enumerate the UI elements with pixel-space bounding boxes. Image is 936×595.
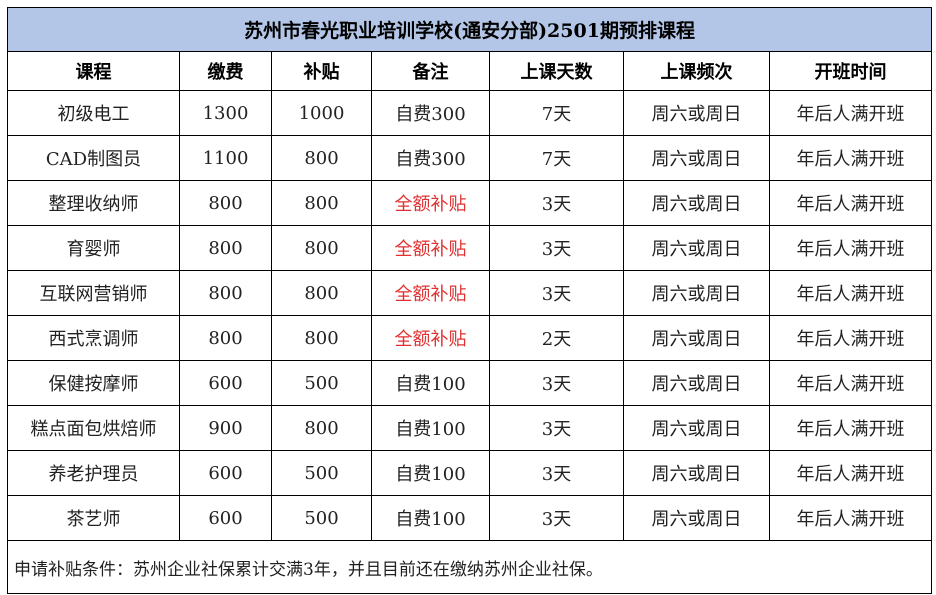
- cell-days: 3天: [489, 405, 624, 451]
- cell-course: 茶艺师: [7, 495, 180, 541]
- cell-start-time: 年后人满开班: [768, 450, 933, 496]
- cell-fee: 900: [179, 405, 272, 451]
- table-row: 糕点面包烘焙师 900 800 自费100 3天 周六或周日 年后人满开班: [7, 405, 933, 451]
- cell-note: 自费100: [371, 405, 490, 451]
- cell-note: 全额补贴: [371, 225, 490, 271]
- cell-fee: 800: [179, 225, 272, 271]
- header-frequency: 上课频次: [623, 51, 770, 91]
- header-fee: 缴费: [179, 51, 272, 91]
- cell-course: 整理收纳师: [7, 180, 180, 226]
- cell-fee: 1300: [179, 90, 272, 136]
- cell-subsidy: 1000: [271, 90, 372, 136]
- cell-start-time: 年后人满开班: [768, 405, 933, 451]
- cell-days: 3天: [489, 225, 624, 271]
- cell-frequency: 周六或周日: [623, 270, 770, 316]
- subsidy-condition-note: 申请补贴条件：苏州企业社保累计交满3年，并且目前还在缴纳苏州企业社保。: [6, 540, 933, 594]
- table-row: 西式烹调师 800 800 全额补贴 2天 周六或周日 年后人满开班: [7, 315, 933, 361]
- cell-days: 3天: [489, 180, 624, 226]
- table-row: 养老护理员 600 500 自费100 3天 周六或周日 年后人满开班: [7, 450, 933, 496]
- cell-subsidy: 500: [271, 495, 372, 541]
- cell-note: 自费300: [371, 90, 490, 136]
- cell-start-time: 年后人满开班: [768, 225, 933, 271]
- course-schedule-sheet: 苏州市春光职业培训学校(通安分部)2501期预排课程 课程 缴费 补贴 备注 上…: [6, 7, 933, 594]
- cell-frequency: 周六或周日: [623, 495, 770, 541]
- cell-fee: 800: [179, 180, 272, 226]
- cell-note: 全额补贴: [371, 270, 490, 316]
- table-row: CAD制图员 1100 800 自费300 7天 周六或周日 年后人满开班: [7, 135, 933, 181]
- cell-start-time: 年后人满开班: [768, 315, 933, 361]
- cell-frequency: 周六或周日: [623, 405, 770, 451]
- cell-subsidy: 800: [271, 135, 372, 181]
- table-row: 育婴师 800 800 全额补贴 3天 周六或周日 年后人满开班: [7, 225, 933, 271]
- cell-subsidy: 800: [271, 315, 372, 361]
- cell-frequency: 周六或周日: [623, 360, 770, 406]
- cell-note: 自费100: [371, 495, 490, 541]
- cell-subsidy: 800: [271, 225, 372, 271]
- cell-fee: 600: [179, 495, 272, 541]
- cell-course: 育婴师: [7, 225, 180, 271]
- cell-course: 糕点面包烘焙师: [7, 405, 180, 451]
- header-course: 课程: [7, 51, 180, 91]
- cell-note: 全额补贴: [371, 180, 490, 226]
- cell-fee: 1100: [179, 135, 272, 181]
- cell-subsidy: 500: [271, 360, 372, 406]
- cell-fee: 800: [179, 270, 272, 316]
- header-days: 上课天数: [489, 51, 624, 91]
- header-row: 课程 缴费 补贴 备注 上课天数 上课频次 开班时间: [7, 51, 933, 91]
- cell-fee: 600: [179, 360, 272, 406]
- cell-frequency: 周六或周日: [623, 225, 770, 271]
- cell-start-time: 年后人满开班: [768, 495, 933, 541]
- cell-subsidy: 500: [271, 450, 372, 496]
- cell-start-time: 年后人满开班: [768, 270, 933, 316]
- cell-note: 全额补贴: [371, 315, 490, 361]
- cell-start-time: 年后人满开班: [768, 90, 933, 136]
- table-row: 保健按摩师 600 500 自费100 3天 周六或周日 年后人满开班: [7, 360, 933, 406]
- cell-days: 7天: [489, 90, 624, 136]
- cell-fee: 600: [179, 450, 272, 496]
- cell-note: 自费300: [371, 135, 490, 181]
- cell-frequency: 周六或周日: [623, 90, 770, 136]
- cell-note: 自费100: [371, 450, 490, 496]
- cell-days: 3天: [489, 360, 624, 406]
- cell-note: 自费100: [371, 360, 490, 406]
- table-row: 茶艺师 600 500 自费100 3天 周六或周日 年后人满开班: [7, 495, 933, 541]
- title-row: 苏州市春光职业培训学校(通安分部)2501期预排课程: [6, 7, 933, 52]
- cell-days: 3天: [489, 450, 624, 496]
- cell-course: 保健按摩师: [7, 360, 180, 406]
- cell-subsidy: 800: [271, 180, 372, 226]
- cell-days: 2天: [489, 315, 624, 361]
- cell-days: 3天: [489, 270, 624, 316]
- cell-course: 西式烹调师: [7, 315, 180, 361]
- table-row: 整理收纳师 800 800 全额补贴 3天 周六或周日 年后人满开班: [7, 180, 933, 226]
- cell-fee: 800: [179, 315, 272, 361]
- cell-course: 互联网营销师: [7, 270, 180, 316]
- table-row: 初级电工 1300 1000 自费300 7天 周六或周日 年后人满开班: [7, 90, 933, 136]
- cell-start-time: 年后人满开班: [768, 180, 933, 226]
- table-row: 互联网营销师 800 800 全额补贴 3天 周六或周日 年后人满开班: [7, 270, 933, 316]
- header-start-time: 开班时间: [768, 51, 933, 91]
- cell-course: 初级电工: [7, 90, 180, 136]
- cell-course: 养老护理员: [7, 450, 180, 496]
- header-subsidy: 补贴: [271, 51, 372, 91]
- cell-start-time: 年后人满开班: [768, 135, 933, 181]
- cell-frequency: 周六或周日: [623, 315, 770, 361]
- cell-start-time: 年后人满开班: [768, 360, 933, 406]
- cell-frequency: 周六或周日: [623, 135, 770, 181]
- cell-days: 3天: [489, 495, 624, 541]
- cell-subsidy: 800: [271, 405, 372, 451]
- cell-subsidy: 800: [271, 270, 372, 316]
- header-note: 备注: [371, 51, 490, 91]
- cell-frequency: 周六或周日: [623, 180, 770, 226]
- cell-days: 7天: [489, 135, 624, 181]
- cell-course: CAD制图员: [7, 135, 180, 181]
- cell-frequency: 周六或周日: [623, 450, 770, 496]
- table-title: 苏州市春光职业培训学校(通安分部)2501期预排课程: [6, 7, 933, 52]
- footnote-row: 申请补贴条件：苏州企业社保累计交满3年，并且目前还在缴纳苏州企业社保。: [6, 540, 933, 594]
- course-table: 苏州市春光职业培训学校(通安分部)2501期预排课程 课程 缴费 补贴 备注 上…: [6, 7, 933, 594]
